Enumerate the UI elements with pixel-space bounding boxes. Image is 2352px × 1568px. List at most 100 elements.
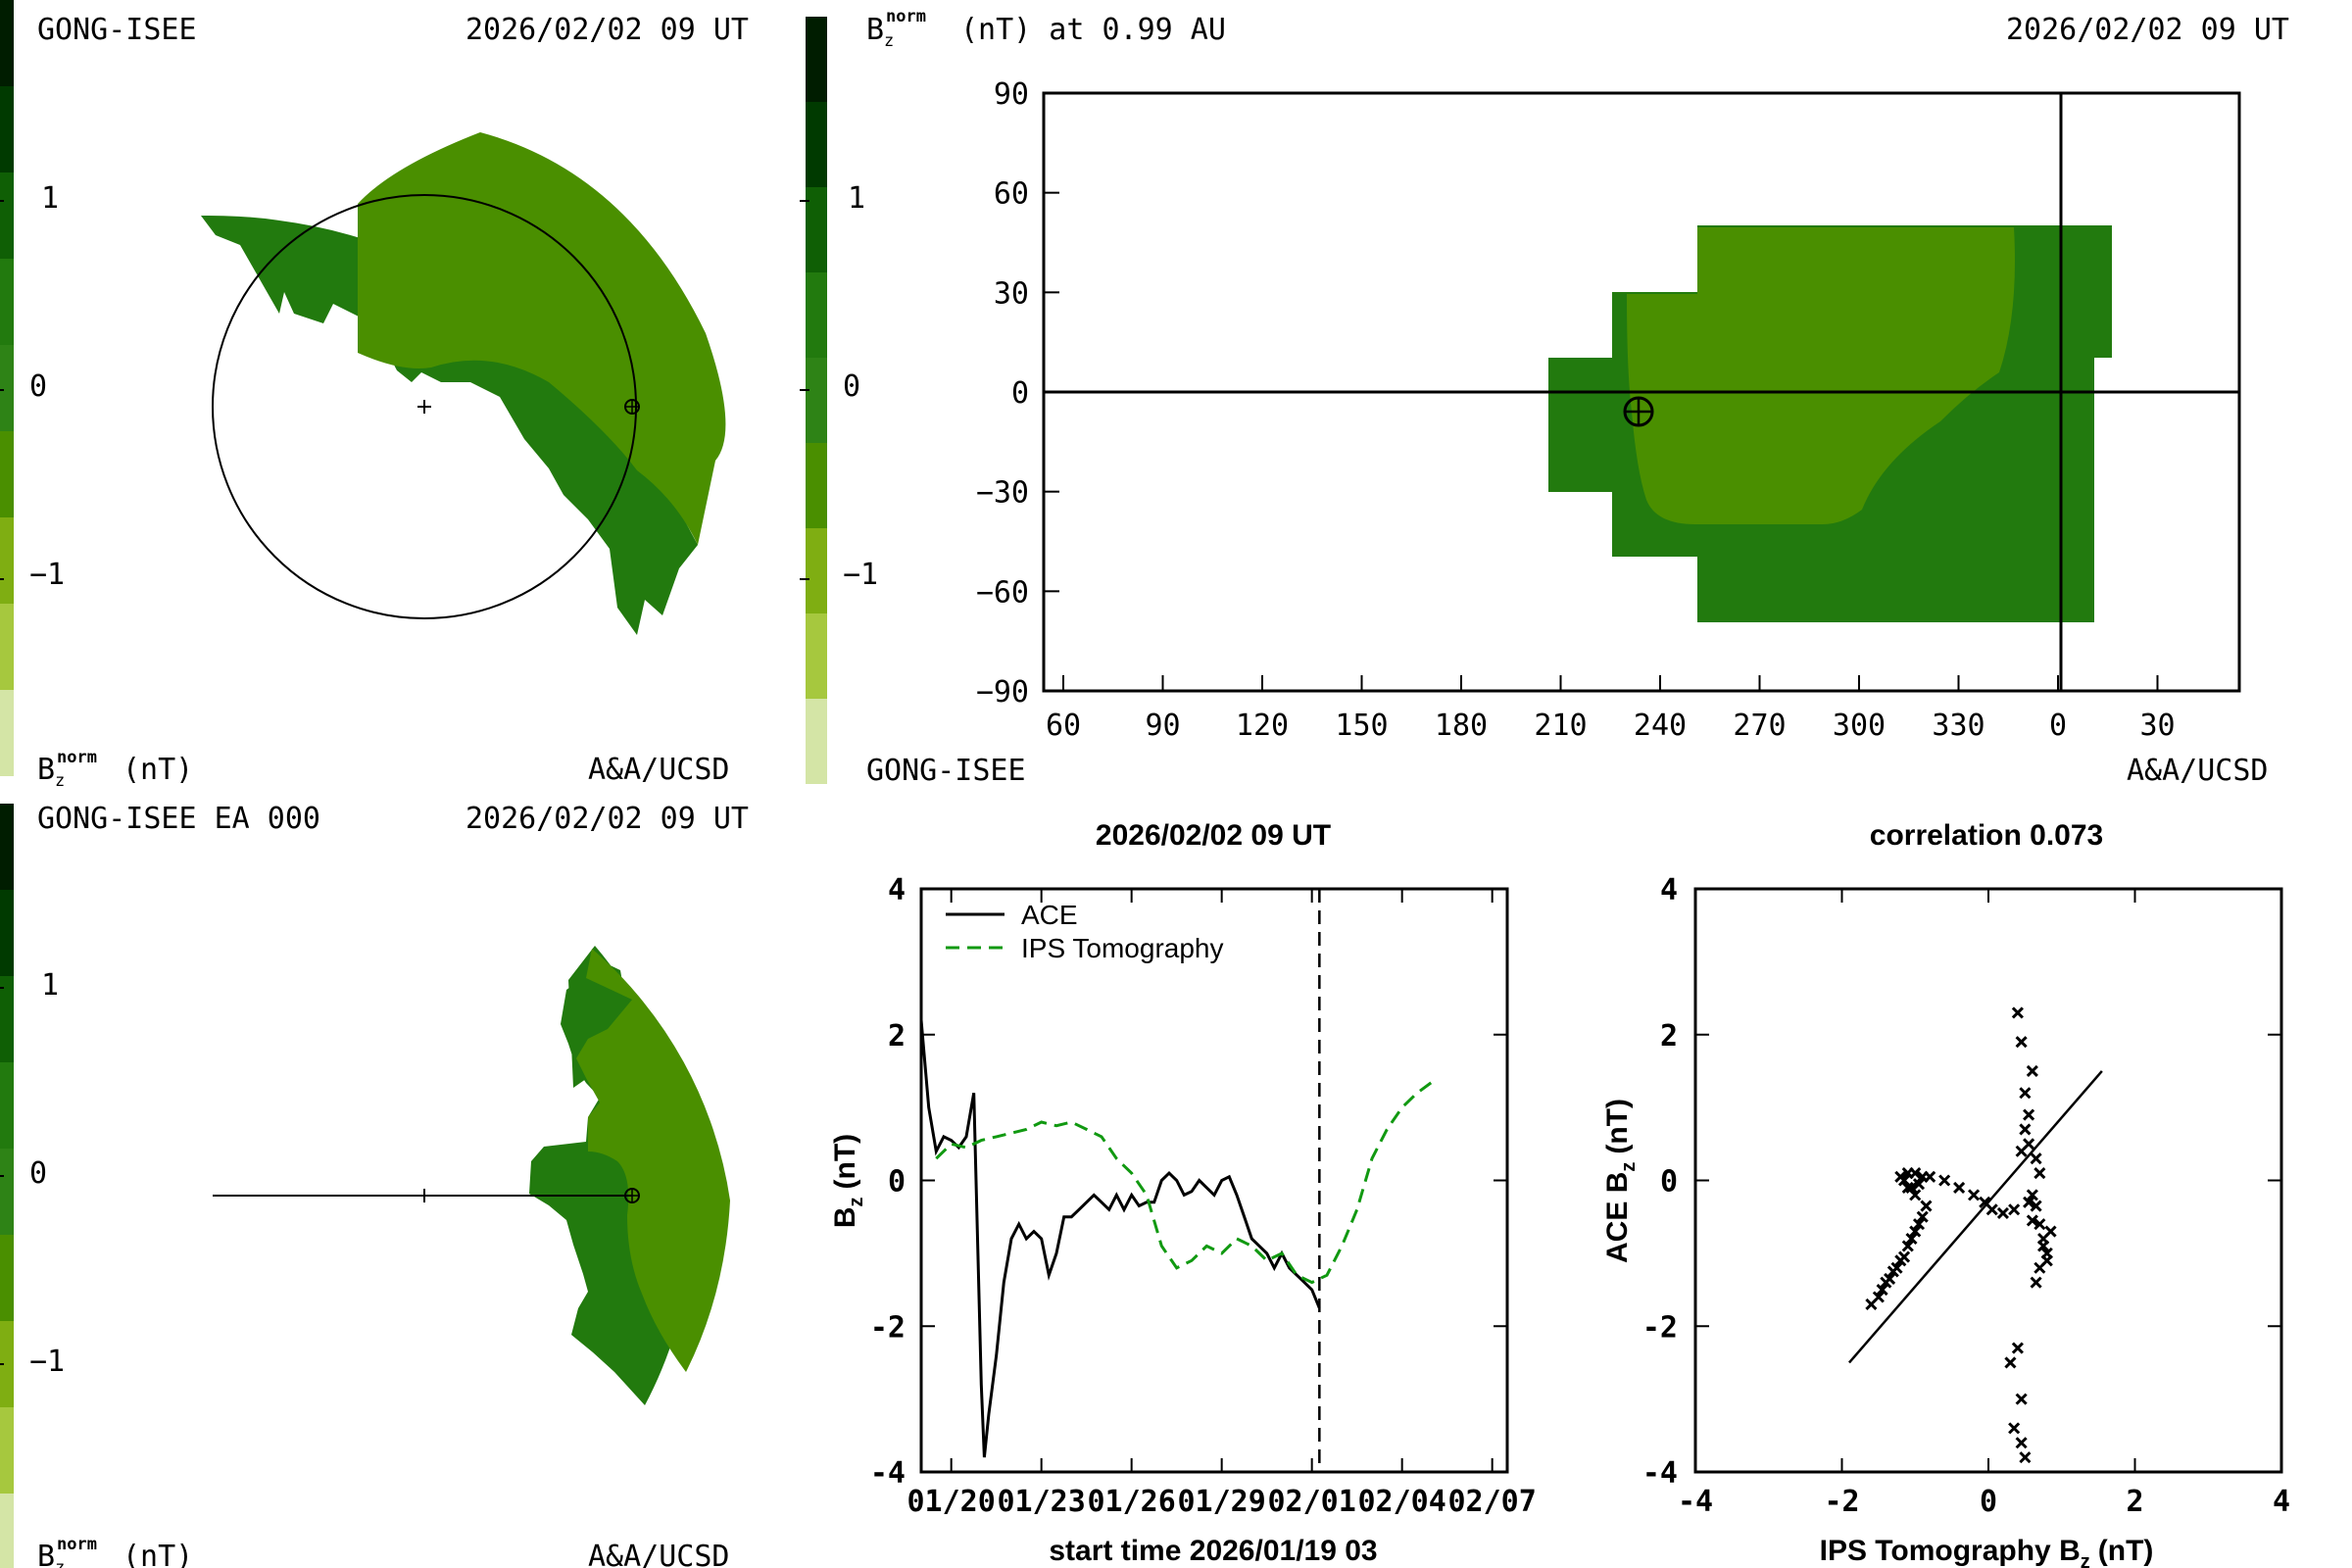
map-title-b: B — [866, 13, 884, 47]
scatter-point — [2034, 1166, 2046, 1180]
scatter-point — [2023, 1108, 2035, 1121]
colorbar-tl-tick-neg1: −1 — [29, 558, 65, 592]
ts-xtick-label: 01/26 — [1088, 1485, 1176, 1519]
legend-ace-label: ACE — [1021, 900, 1078, 930]
map-ytick-label: 0 — [1011, 376, 1029, 411]
colorbar-tl-segment — [0, 517, 14, 604]
ts-ylabel-text: Bz (nT) — [829, 1134, 867, 1228]
scatter-ytick-label: -4 — [1642, 1456, 1678, 1491]
scatter-point — [2015, 1036, 2028, 1049]
ts-legend: ACE IPS Tomography — [946, 900, 1224, 963]
colorbar-tl-label: B z norm (nT) — [37, 748, 193, 791]
panel-tl-source: GONG-ISEE — [37, 13, 197, 47]
scatter-point — [1912, 1218, 1926, 1231]
map-xtick-label: 150 — [1335, 709, 1388, 743]
scatter-point — [1909, 1225, 1922, 1238]
wedge-light-region — [358, 132, 726, 545]
panel-meridional-view: GONG-ISEE EA 000 2026/02/02 09 UT 1 0 −1… — [0, 802, 749, 1568]
ts-ytick-label: -2 — [870, 1310, 906, 1345]
scatter-point — [2044, 1225, 2057, 1238]
scatter-point — [2030, 1276, 2042, 1289]
scatter-point — [2036, 1240, 2050, 1252]
scatter-point — [2015, 1437, 2028, 1449]
scatter-point — [1901, 1181, 1914, 1195]
map-title-rest: (nT) at 0.99 AU — [960, 13, 1226, 47]
scatter-xlabel-b: IPS Tomography B — [1820, 1535, 2081, 1567]
ts-xtick-label: 02/04 — [1358, 1485, 1446, 1519]
scatter-xlabel-unit: (nT) — [2098, 1535, 2154, 1567]
scatter-point — [2034, 1218, 2046, 1231]
ts-ylabel-b: B — [829, 1206, 861, 1228]
colorbar-tr-tick-neg1: −1 — [843, 558, 878, 592]
scatter-point — [1909, 1166, 1922, 1180]
ts-frame — [919, 887, 1509, 1474]
panel-time-series: 2026/02/02 09 UT 420-2-401/20 01/23 01/26 0… — [829, 819, 1537, 1567]
scatter-ytick-label: 2 — [1660, 1019, 1678, 1054]
scatter-point — [2011, 1342, 2024, 1354]
scatter-point — [1916, 1210, 1929, 1223]
map-ytick-label: −60 — [976, 575, 1029, 610]
colorbar-tr-tick-0: 0 — [843, 369, 860, 404]
scatter-point — [2030, 1152, 2042, 1165]
meridional-wedge — [529, 946, 730, 1405]
scatter-point — [2015, 1393, 2028, 1405]
scatter-ytick-label: 0 — [1660, 1165, 1678, 1200]
ts-ytick-label: 4 — [888, 873, 906, 907]
colorbar-bl-segment — [0, 1321, 14, 1407]
map-xtick-label: 90 — [1145, 709, 1180, 743]
colorbar-bl — [0, 804, 14, 1568]
scatter-ylabel-b: ACE B — [1601, 1172, 1634, 1263]
colorbar-bl-segment — [0, 1407, 14, 1494]
panel-tr-datetime: 2026/02/02 09 UT — [2006, 13, 2289, 47]
ts-xtick-label: 01/23 — [998, 1485, 1086, 1519]
ts-title: 2026/02/02 09 UT — [1096, 819, 1331, 852]
colorbar-tl-label-b: B — [37, 753, 55, 787]
scatter-point — [1894, 1170, 1907, 1183]
colorbar-tr-tick-1: 1 — [848, 181, 865, 216]
scatter-fit-line — [1848, 1070, 2103, 1364]
scatter-point — [1872, 1291, 1885, 1303]
panel-tr-credit: A&A/UCSD — [2127, 754, 2269, 788]
scatter-xtick-label: 4 — [2273, 1485, 2290, 1519]
colorbar-tr-segment — [806, 17, 827, 102]
ts-ylabel: Bz (nT) — [829, 1134, 867, 1228]
scatter-axes: -4-4 -2 -2 0 0 2 2 4 4 — [1642, 873, 2290, 1519]
colorbar-bl-label-sub: z — [55, 1558, 65, 1568]
scatter-point — [2008, 1422, 2021, 1435]
map-earth-marker — [1623, 396, 1654, 427]
colorbar-bl-label-b: B — [37, 1540, 55, 1568]
map-xtick-label: 270 — [1733, 709, 1786, 743]
scatter-point — [1985, 1203, 1998, 1216]
scatter-point — [2019, 1451, 2032, 1464]
ts-xtick-label: 02/07 — [1448, 1485, 1537, 1519]
ts-ylabel-sub: z — [846, 1197, 867, 1206]
scatter-point — [1967, 1189, 1981, 1201]
scatter-title: correlation 0.073 — [1870, 819, 2103, 852]
scatter-point — [2030, 1200, 2042, 1212]
map-xtick-label: 60 — [1046, 709, 1081, 743]
colorbar-bl-segment — [0, 1235, 14, 1321]
ts-ylabel-unit: (nT) — [829, 1134, 861, 1190]
ts-ytick-label: 2 — [888, 1019, 906, 1054]
scatter-point — [2008, 1203, 2021, 1216]
map-ytick-label: −90 — [976, 675, 1029, 710]
map-title-sup: norm — [886, 7, 926, 26]
map-title-sub: z — [884, 31, 894, 51]
scatter-ylabel-sub: z — [1618, 1162, 1640, 1172]
colorbar-tl-segment — [0, 172, 14, 259]
map-xtick-label: 0 — [2049, 709, 2067, 743]
scatter-xtick-label: 0 — [1980, 1485, 1997, 1519]
colorbar-bl-segment — [0, 1062, 14, 1149]
colorbar-tl-segment — [0, 431, 14, 517]
meridional-earth-marker — [624, 1188, 640, 1203]
scatter-point — [1938, 1174, 1951, 1187]
scatter-point — [2019, 1123, 2032, 1136]
scatter-point — [1884, 1272, 1896, 1285]
colorbar-tr-segment — [806, 443, 827, 528]
colorbar-tr-segment — [806, 613, 827, 699]
map-xtick-label: 330 — [1932, 709, 1984, 743]
scatter-point — [1924, 1170, 1936, 1183]
panel-bl-credit: A&A/UCSD — [588, 1540, 730, 1568]
map-xtick-label: 30 — [2139, 709, 2175, 743]
